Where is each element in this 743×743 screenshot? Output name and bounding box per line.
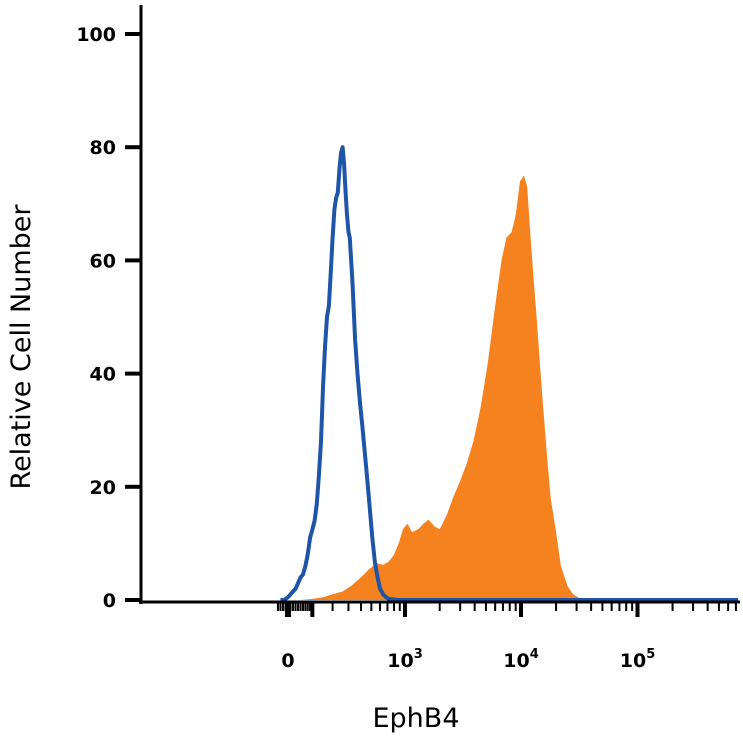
- y-tick-label-100: 100: [76, 24, 116, 46]
- x-tick-label-3: 105: [620, 647, 656, 672]
- x-axis-ticks: 0 103 104 105: [276, 603, 737, 672]
- y-tick-label-40: 40: [90, 364, 116, 386]
- y-tick-label-20: 20: [90, 477, 116, 499]
- series-0-filled-area: [280, 175, 738, 600]
- x-tick-label-2: 104: [503, 647, 539, 672]
- x-tick-label-1: 103: [387, 647, 423, 672]
- y-tick-label-0: 0: [103, 590, 116, 612]
- y-axis-ticks: 0 20 40 60 80 100: [76, 24, 141, 612]
- series-layer: [280, 145, 738, 602]
- x-axis-title: EphB4: [372, 703, 459, 734]
- y-axis-title: Relative Cell Number: [6, 204, 37, 490]
- y-tick-label-80: 80: [90, 137, 116, 159]
- y-tick-label-60: 60: [90, 250, 116, 272]
- series-1-outline: [280, 145, 738, 602]
- x-tick-label-0: 0: [281, 650, 294, 672]
